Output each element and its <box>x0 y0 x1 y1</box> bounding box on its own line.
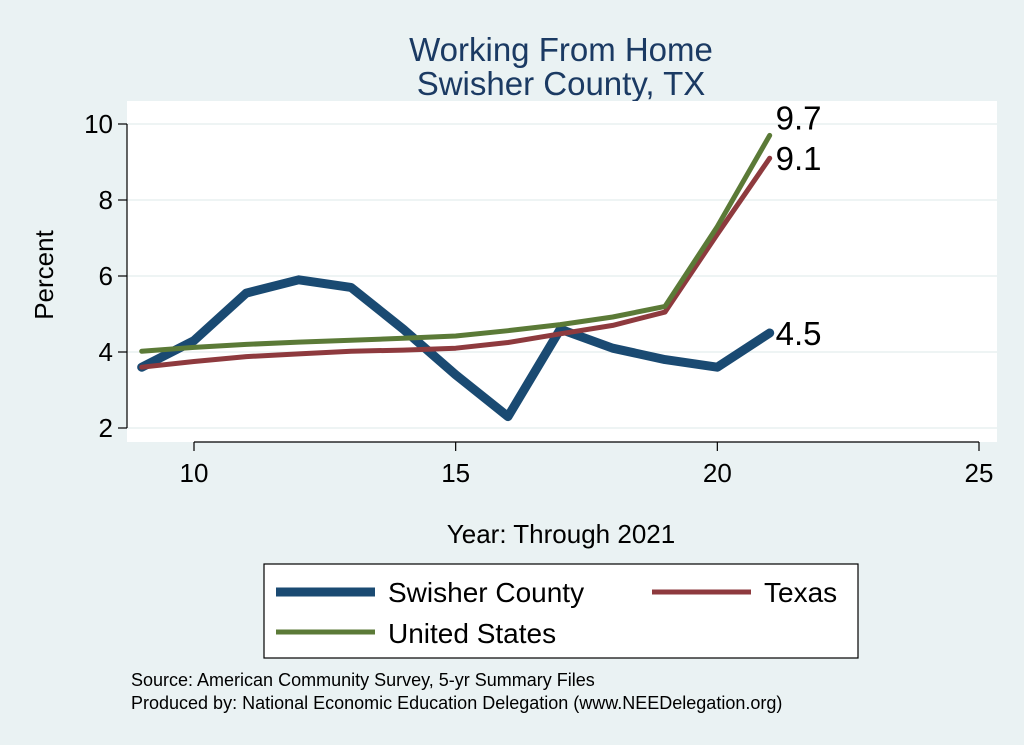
data-point-texas-14 <box>401 348 405 352</box>
data-point-texas-16 <box>506 341 510 344</box>
data-point-united-states-12 <box>297 340 301 344</box>
y-tick-label-10: 10 <box>84 109 113 139</box>
x-axis-title: Year: Through 2021 <box>447 519 675 549</box>
legend-label-united-states: United States <box>388 618 556 649</box>
data-point-swisher-county-13 <box>349 285 353 289</box>
data-point-swisher-county-20 <box>715 365 719 369</box>
gridlines <box>127 123 997 429</box>
series-lines <box>137 132 775 422</box>
y-tick-label-8: 8 <box>99 185 113 215</box>
data-point-texas-9 <box>140 365 144 369</box>
data-point-united-states-18 <box>611 315 615 319</box>
y-tick-label-6: 6 <box>99 261 113 291</box>
x-tick-label-15: 15 <box>441 458 470 488</box>
data-point-united-states-15 <box>454 334 458 338</box>
end-labels: 4.5 9.1 9.7 <box>776 99 822 352</box>
legend-box <box>263 563 859 659</box>
source-note: Source: American Community Survey, 5-yr … <box>131 670 595 690</box>
x-tick-label-20: 20 <box>703 458 732 488</box>
data-point-texas-13 <box>349 349 353 353</box>
data-point-swisher-county-11 <box>244 291 248 295</box>
y-tick-label-2: 2 <box>99 413 113 443</box>
data-point-united-states-11 <box>244 342 248 346</box>
data-point-texas-20 <box>715 232 719 236</box>
axes: 2 4 6 8 10 10 15 20 25 <box>84 109 993 488</box>
data-point-swisher-county-14 <box>401 327 405 331</box>
end-label-united-states: 9.7 <box>776 99 822 136</box>
chart-title: Working From Home <box>409 31 713 68</box>
x-tick-label-10: 10 <box>180 458 209 488</box>
data-point-swisher-county-19 <box>663 358 667 362</box>
data-point-swisher-county-16 <box>506 415 510 419</box>
data-point-texas-17 <box>558 332 562 336</box>
end-label-swisher-county: 4.5 <box>776 315 822 352</box>
y-tick-label-4: 4 <box>99 337 113 367</box>
data-point-united-states-9 <box>140 349 144 353</box>
data-point-united-states-17 <box>558 323 562 327</box>
data-point-texas-19 <box>663 310 667 314</box>
legend-label-swisher-county: Swisher County <box>388 577 584 608</box>
data-point-texas-12 <box>297 352 301 356</box>
end-label-texas: 9.1 <box>776 140 822 177</box>
data-point-swisher-county-12 <box>297 278 301 282</box>
chart-subtitle: Swisher County, TX <box>417 65 706 102</box>
data-point-united-states-16 <box>506 329 510 333</box>
data-point-united-states-14 <box>401 336 405 340</box>
data-point-united-states-21 <box>768 133 772 137</box>
data-point-texas-15 <box>454 346 458 350</box>
data-point-texas-18 <box>611 323 615 327</box>
data-point-united-states-20 <box>715 225 719 229</box>
data-point-swisher-county-10 <box>192 339 196 343</box>
data-point-swisher-county-15 <box>454 373 458 377</box>
data-point-swisher-county-18 <box>611 346 615 350</box>
data-point-swisher-county-21 <box>768 331 772 335</box>
producer-note: Produced by: National Economic Education… <box>131 693 782 713</box>
data-point-united-states-19 <box>663 304 667 308</box>
data-point-swisher-county-17 <box>558 327 562 331</box>
legend-label-texas: Texas <box>764 577 837 608</box>
legend: Swisher County Texas United States <box>263 563 859 659</box>
data-point-texas-21 <box>768 156 772 160</box>
y-axis-title: Percent <box>29 229 59 319</box>
data-point-texas-10 <box>192 360 196 363</box>
plot-area <box>127 101 997 442</box>
x-tick-label-25: 25 <box>965 458 994 488</box>
data-point-texas-11 <box>244 355 248 359</box>
data-point-united-states-10 <box>192 345 196 349</box>
data-point-united-states-13 <box>349 338 353 342</box>
